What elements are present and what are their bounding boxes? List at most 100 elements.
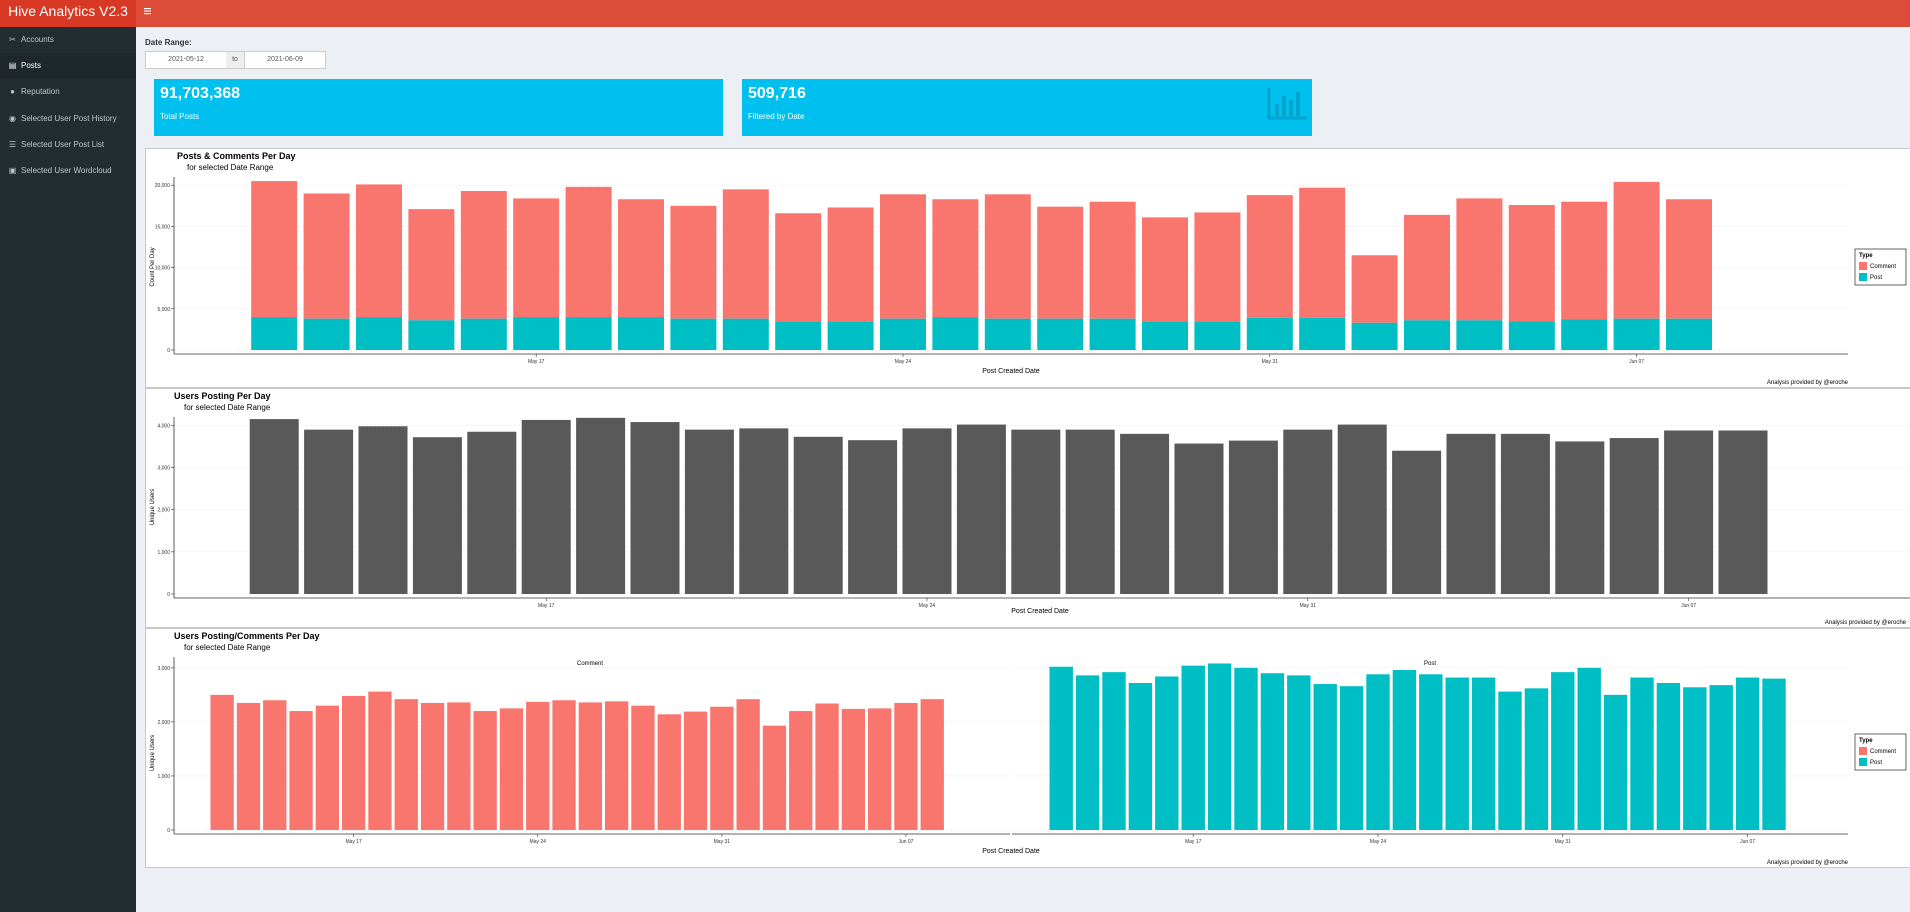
sidebar-item-label: Selected User Post History <box>21 114 117 123</box>
bar-comment <box>1194 212 1241 322</box>
bar-users <box>358 426 408 594</box>
legend-label-comment: Comment <box>1870 749 1896 755</box>
bar-comment <box>565 186 612 318</box>
sidebar-item-user-wordcloud[interactable]: ▣ Selected User Wordcloud <box>0 158 136 184</box>
bar-comment <box>841 708 865 830</box>
bar-users <box>576 417 626 594</box>
bar-post <box>1630 677 1654 830</box>
chart-title: Users Posting/Comments Per Day <box>174 631 320 641</box>
bar-post <box>1142 321 1188 350</box>
bar-comment <box>827 207 874 322</box>
bar-users <box>1500 433 1550 594</box>
y-tick-label: 1,000 <box>157 774 170 780</box>
menu-toggle-icon[interactable] <box>143 6 153 16</box>
sidebar-item-accounts[interactable]: ✂ Accounts <box>0 27 136 53</box>
wordcloud-icon: ▣ <box>8 166 17 175</box>
y-tick-label: 1,000 <box>157 550 170 556</box>
y-tick-label: 3,000 <box>157 666 170 672</box>
bar-comment <box>789 711 813 830</box>
bar-comment <box>263 700 287 830</box>
bar-post <box>1155 676 1179 830</box>
bar-comment <box>736 699 760 830</box>
bar-post <box>775 321 822 350</box>
start-date-input[interactable]: 2021-05-12 <box>145 51 227 69</box>
bar-post <box>1313 684 1337 830</box>
bar-users <box>1718 430 1768 594</box>
bar-comment <box>408 209 455 321</box>
users-posting-comments-chart: Users Posting/Comments Per Day for selec… <box>150 631 1907 866</box>
x-tick-label: Jun 07 <box>1629 359 1644 365</box>
bar-post <box>1392 669 1417 830</box>
bar-users <box>249 419 299 594</box>
bar-comment <box>420 702 445 830</box>
x-tick-label: May 24 <box>530 839 547 845</box>
bar-post <box>827 321 874 350</box>
bar-comment <box>210 694 234 830</box>
y-axis-label: Unique Users <box>150 489 156 525</box>
bar-post <box>1260 673 1285 830</box>
legend-label-post: Post <box>1870 760 1882 766</box>
y-axis-label: Count Per Day <box>150 247 156 286</box>
bar-users <box>1120 433 1170 594</box>
y-axis-label: Unique Users <box>150 735 156 771</box>
x-tick-label: May 31 <box>1555 839 1572 845</box>
bar-comment <box>368 691 392 830</box>
x-tick-label: Jun 07 <box>1740 839 1755 845</box>
x-tick-label: May 17 <box>538 603 555 609</box>
bar-post <box>513 317 560 350</box>
bar-post <box>1419 674 1443 830</box>
y-tick-label: 4,000 <box>157 423 170 429</box>
bar-comment <box>1404 214 1450 321</box>
bar-post <box>1299 317 1346 350</box>
bar-comment <box>1351 255 1398 323</box>
bar-chart-icon <box>1267 88 1307 120</box>
bar-post <box>460 318 507 350</box>
sidebar-item-label: Accounts <box>21 35 54 44</box>
bar-post <box>1246 317 1293 350</box>
y-tick-label: 0 <box>167 828 170 834</box>
bar-post <box>1234 667 1258 830</box>
bar-post <box>356 317 402 350</box>
bar-users <box>1011 429 1061 594</box>
chart-subtitle: for selected Date Range <box>184 403 271 412</box>
bar-post <box>1577 667 1601 830</box>
bar-post <box>1194 321 1241 350</box>
posts-comments-panel: Posts & Comments Per Day for selected Da… <box>145 148 1910 388</box>
sidebar-item-reputation[interactable]: ● Reputation <box>0 79 136 105</box>
bar-comment <box>499 708 524 830</box>
bar-post <box>408 320 455 350</box>
app-title[interactable]: Hive Analytics V2.3 <box>0 0 136 27</box>
bar-post <box>1613 318 1660 350</box>
bar-users <box>1174 443 1224 594</box>
chart-caption: Analysis provided by @eroche <box>1767 860 1849 866</box>
bar-comment <box>342 695 366 830</box>
bar-post <box>1561 319 1608 350</box>
bar-post <box>670 318 717 350</box>
bar-users <box>848 440 898 594</box>
sidebar-item-label: Selected User Post List <box>21 140 105 149</box>
users-posting-panel: Users Posting Per Day for selected Date … <box>145 388 1910 628</box>
bar-post <box>1102 672 1126 830</box>
header-bar: Hive Analytics V2.3 <box>0 0 1910 27</box>
bar-comment <box>315 705 339 830</box>
end-date-input[interactable]: 2021-06-09 <box>244 51 326 69</box>
sidebar-item-posts[interactable]: ▤ Posts <box>0 53 136 79</box>
bar-users <box>1228 440 1278 594</box>
bar-comment <box>473 711 497 830</box>
bar-comment <box>236 702 261 830</box>
bar-post <box>1075 675 1100 830</box>
sidebar-item-user-post-list[interactable]: ☰ Selected User Post List <box>0 132 136 158</box>
x-tick-label: May 31 <box>1300 603 1317 609</box>
filtered-posts-box: 509,716 Filtered by Date <box>742 79 1312 136</box>
bar-post <box>1089 318 1136 350</box>
total-posts-caption: Total Posts <box>160 112 200 121</box>
chart-subtitle: for selected Date Range <box>187 163 274 172</box>
x-tick-label: May 31 <box>1262 359 1279 365</box>
bar-comment <box>984 194 1031 319</box>
x-tick-label: Jun 07 <box>898 839 913 845</box>
sidebar: ✂ Accounts ▤ Posts ● Reputation ◉ Select… <box>0 27 136 912</box>
bar-users <box>1337 424 1387 594</box>
bar-comment <box>722 189 769 319</box>
bar-post <box>1762 678 1786 830</box>
sidebar-item-user-post-history[interactable]: ◉ Selected User Post History <box>0 106 136 132</box>
